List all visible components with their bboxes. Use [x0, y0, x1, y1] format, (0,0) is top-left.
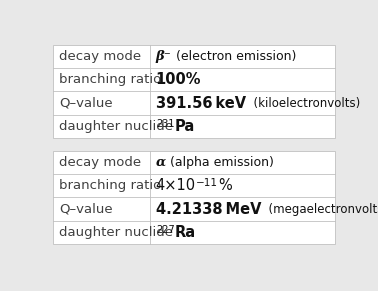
Text: 4×10: 4×10: [156, 178, 196, 193]
Text: branching ratio: branching ratio: [59, 73, 161, 86]
Text: Ra: Ra: [175, 225, 196, 240]
Text: Pa: Pa: [174, 119, 195, 134]
Text: decay mode: decay mode: [59, 156, 141, 169]
Text: decay mode: decay mode: [59, 50, 141, 63]
Text: (megaelectronvolts): (megaelectronvolts): [261, 203, 378, 216]
Text: β⁻: β⁻: [156, 50, 172, 63]
Text: daughter nuclide: daughter nuclide: [59, 226, 173, 239]
Text: 100%: 100%: [156, 72, 201, 87]
Text: Q–value: Q–value: [59, 97, 113, 110]
Text: (kiloelectronvolts): (kiloelectronvolts): [246, 97, 360, 110]
Text: −11: −11: [196, 178, 218, 188]
Text: α: α: [156, 156, 166, 169]
Bar: [53, 151, 335, 244]
Text: 231: 231: [156, 119, 174, 129]
Text: 227: 227: [156, 225, 175, 235]
Text: 4.21338 MeV: 4.21338 MeV: [156, 202, 261, 217]
Bar: [53, 45, 335, 138]
Text: daughter nuclide: daughter nuclide: [59, 120, 173, 133]
Text: (electron emission): (electron emission): [172, 50, 296, 63]
Text: (alpha emission): (alpha emission): [166, 156, 274, 169]
Text: Q–value: Q–value: [59, 203, 113, 216]
Text: %: %: [218, 178, 232, 193]
Text: branching ratio: branching ratio: [59, 179, 161, 192]
Text: 391.56 keV: 391.56 keV: [156, 96, 246, 111]
